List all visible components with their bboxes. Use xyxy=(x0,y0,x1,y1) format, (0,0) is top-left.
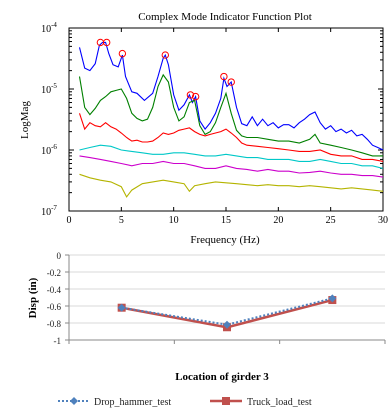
cmif-y-tick-label: 10-4 xyxy=(41,21,57,35)
cmif-series-line-2 xyxy=(78,73,383,157)
cmif-series-line-3 xyxy=(78,113,384,162)
cmif-chart: Complex Mode Indicator Function Plot 0 5 1… xyxy=(19,11,388,246)
cmif-title: Complex Mode Indicator Function Plot xyxy=(138,11,312,23)
cmif-peak-marker xyxy=(186,91,195,99)
cmif-peak-marker xyxy=(220,72,228,81)
cmif-series xyxy=(78,41,384,198)
cmif-x-tick-label: 30 xyxy=(378,215,388,226)
legend-truck-swatch-marker xyxy=(222,397,230,405)
cmif-series-line-5 xyxy=(79,155,384,178)
disp-y-tick-label: -1 xyxy=(54,336,62,346)
cmif-peak-marker xyxy=(118,49,127,58)
cmif-y-tick-label: 10-5 xyxy=(41,82,57,96)
cmif-y-tick-label: 10-6 xyxy=(41,143,57,157)
disp-y-tick-label: -0.2 xyxy=(47,268,61,278)
disp-drop-point xyxy=(328,294,337,303)
cmif-plot-frame xyxy=(68,27,384,212)
cmif-x-tick-label: 10 xyxy=(169,215,179,226)
cmif-x-tick-label: 5 xyxy=(119,215,124,226)
disp-y-tick-label: -0.8 xyxy=(47,319,62,329)
disp-y-tick-label: 0 xyxy=(57,251,62,261)
disp-chart: 0 -0.2 -0.4 -0.6 -0.8 -1 Disp (in) Location o… xyxy=(27,251,386,408)
disp-y-tick-label: -0.6 xyxy=(47,302,62,312)
cmif-peak-marker xyxy=(161,51,169,59)
cmif-peak-marker xyxy=(227,78,235,86)
cmif-x-tick-label: 25 xyxy=(326,215,336,226)
cmif-ticks: 0 5 10 15 20 25 30 10-7 10-6 10-5 10-4 xyxy=(41,21,388,226)
disp-x-axis-label: Location of girder 3 xyxy=(175,371,269,383)
cmif-x-tick-label: 15 xyxy=(221,215,231,226)
disp-series xyxy=(117,294,337,332)
disp-drop-point xyxy=(223,320,231,329)
cmif-peak-marker xyxy=(102,38,111,47)
legend-drop-label: Drop_hammer_test xyxy=(94,397,171,408)
legend-drop-swatch-marker xyxy=(70,397,78,405)
cmif-series-line-4 xyxy=(79,144,384,169)
cmif-y-axis-label: LogMag xyxy=(19,101,31,139)
cmif-peak-marker xyxy=(191,92,200,101)
cmif-series-line-1 xyxy=(78,41,384,151)
legend-truck-label: Truck_load_test xyxy=(247,397,312,408)
cmif-x-tick-label: 0 xyxy=(67,215,72,226)
cmif-x-tick-label: 20 xyxy=(273,215,283,226)
cmif-x-axis-label: Frequency (Hz) xyxy=(190,234,260,246)
disp-drop-point xyxy=(117,303,126,312)
disp-y-axis-label: Disp (in) xyxy=(27,277,39,318)
cmif-series-line-6 xyxy=(79,173,384,198)
cmif-peak-markers xyxy=(96,38,235,101)
disp-y-tick-label: -0.4 xyxy=(47,285,62,295)
disp-ticks: 0 -0.2 -0.4 -0.6 -0.8 -1 xyxy=(47,251,386,346)
disp-legend: Drop_hammer_test Truck_load_test xyxy=(58,397,312,408)
cmif-y-tick-label: 10-7 xyxy=(41,204,57,218)
